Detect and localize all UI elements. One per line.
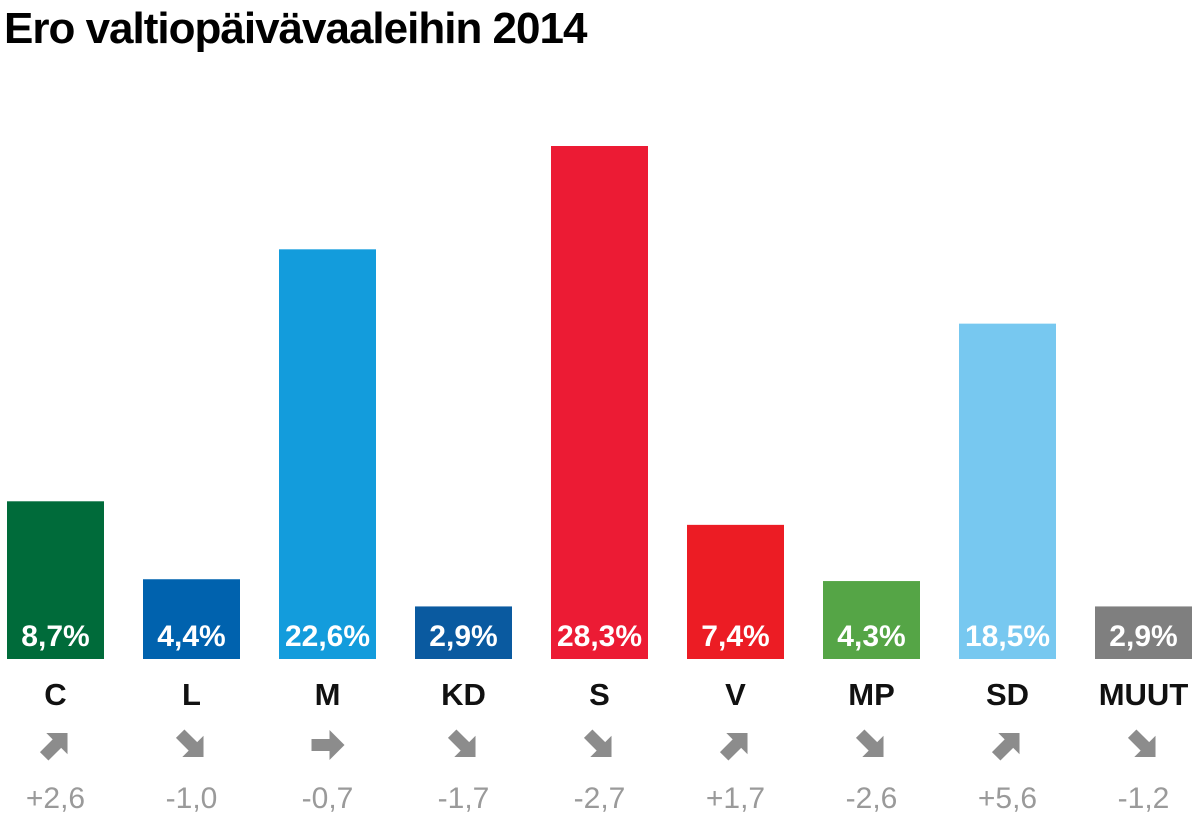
bar-v (687, 524, 784, 659)
change-label-sd: +5,6 (978, 782, 1037, 815)
bar-l (143, 579, 240, 659)
category-label-muut: MUUT (1099, 677, 1189, 712)
bar-c (7, 501, 104, 659)
arrow-down-right-icon (855, 729, 884, 758)
change-arrows-layer (39, 729, 1156, 761)
change-label-v: +1,7 (706, 782, 765, 815)
change-label-muut: -1,2 (1118, 782, 1170, 815)
value-label-c: 8,7% (21, 620, 89, 653)
value-label-sd: 18,5% (965, 620, 1050, 653)
bar-sd (959, 323, 1056, 659)
value-labels-layer: 8,7% 4,4% 22,6% 2,9% 28,3% 7,4% 4,3% 18,5% 2,9% (21, 620, 1177, 653)
change-label-c: +2,6 (26, 782, 85, 815)
bar-muut (1095, 606, 1192, 659)
value-label-mp: 4,3% (837, 620, 905, 653)
chart-title: Ero valtiopäivävaaleihin 2014 (4, 4, 587, 53)
bars-layer (7, 146, 1192, 660)
bar-s (551, 146, 648, 659)
bar-m (279, 249, 376, 660)
category-labels-layer: C L M KD S V MP SD MUUT (44, 677, 1188, 712)
category-label-kd: KD (441, 677, 486, 712)
category-label-v: V (725, 677, 746, 712)
bar-mp (823, 581, 920, 659)
category-label-s: S (589, 677, 610, 712)
change-label-kd: -1,7 (438, 782, 490, 815)
value-label-kd: 2,9% (429, 620, 497, 653)
category-label-l: L (182, 677, 201, 712)
value-label-l: 4,4% (157, 620, 225, 653)
arrow-up-right-icon (719, 732, 748, 761)
category-label-c: C (44, 677, 66, 712)
change-label-mp: -2,6 (846, 782, 898, 815)
arrow-up-right-icon (39, 732, 68, 761)
change-label-s: -2,7 (574, 782, 626, 815)
arrow-down-right-icon (1127, 729, 1156, 758)
value-label-s: 28,3% (557, 620, 642, 653)
value-label-m: 22,6% (285, 620, 370, 653)
value-label-v: 7,4% (701, 620, 769, 653)
arrow-up-right-icon (991, 732, 1020, 761)
arrow-down-right-icon (175, 729, 204, 758)
change-labels-layer: +2,6 -1,0 -0,7 -1,7 -2,7 +1,7 -2,6 +5,6 -1,2 (26, 782, 1169, 815)
arrow-down-right-icon (447, 729, 476, 758)
change-label-l: -1,0 (166, 782, 218, 815)
arrow-down-right-icon (583, 729, 612, 758)
change-label-m: -0,7 (302, 782, 354, 815)
bar-kd (415, 606, 512, 659)
category-label-m: M (315, 677, 341, 712)
category-label-mp: MP (848, 677, 895, 712)
arrow-right-icon (311, 730, 345, 760)
category-label-sd: SD (986, 677, 1029, 712)
value-label-muut: 2,9% (1109, 620, 1177, 653)
